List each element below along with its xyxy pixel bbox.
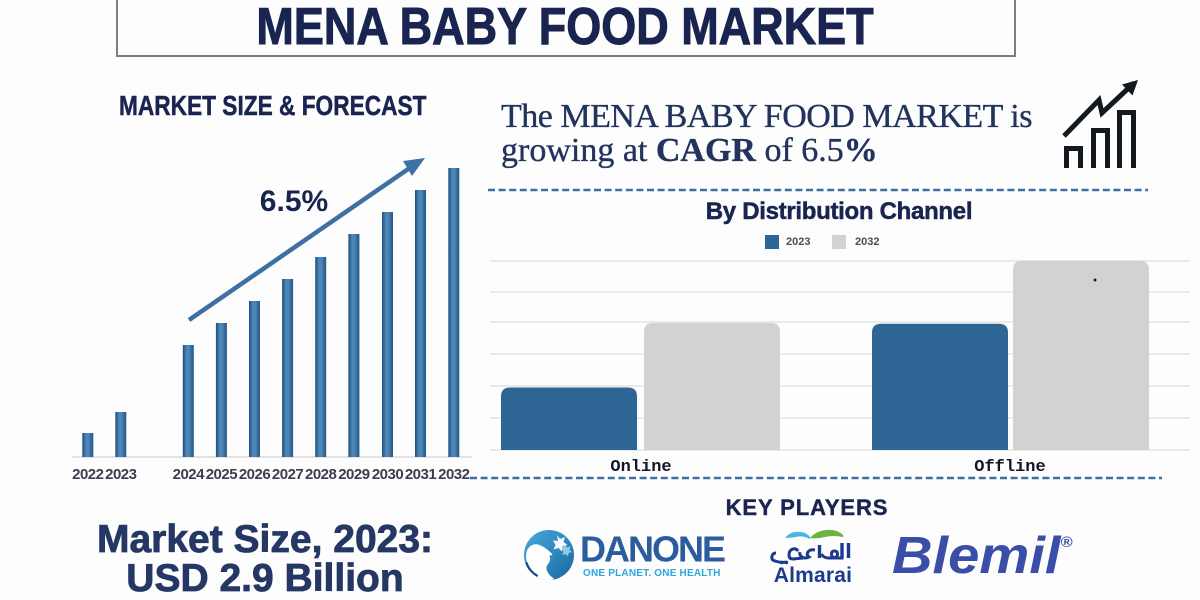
svg-text:ONE PLANET. ONE HEALTH: ONE PLANET. ONE HEALTH (583, 568, 721, 579)
svg-text:2032: 2032 (438, 466, 470, 483)
svg-text:2024: 2024 (173, 466, 206, 483)
svg-text:Offline: Offline (974, 458, 1045, 477)
svg-text:2029: 2029 (338, 466, 370, 483)
svg-text:2022: 2022 (72, 466, 104, 483)
svg-text:2031: 2031 (405, 466, 437, 483)
svg-text:2025: 2025 (206, 466, 238, 483)
svg-text:DANONE: DANONE (580, 529, 725, 570)
svg-text:2030: 2030 (372, 466, 404, 483)
svg-text:Almarai: Almarai (774, 564, 852, 587)
svg-text:6.5%: 6.5% (260, 185, 328, 218)
svg-text:2023: 2023 (105, 466, 137, 483)
svg-text:2026: 2026 (239, 466, 271, 483)
svg-text:Online: Online (610, 458, 671, 477)
svg-text:2028: 2028 (305, 466, 337, 483)
svg-text:2027: 2027 (272, 466, 304, 483)
